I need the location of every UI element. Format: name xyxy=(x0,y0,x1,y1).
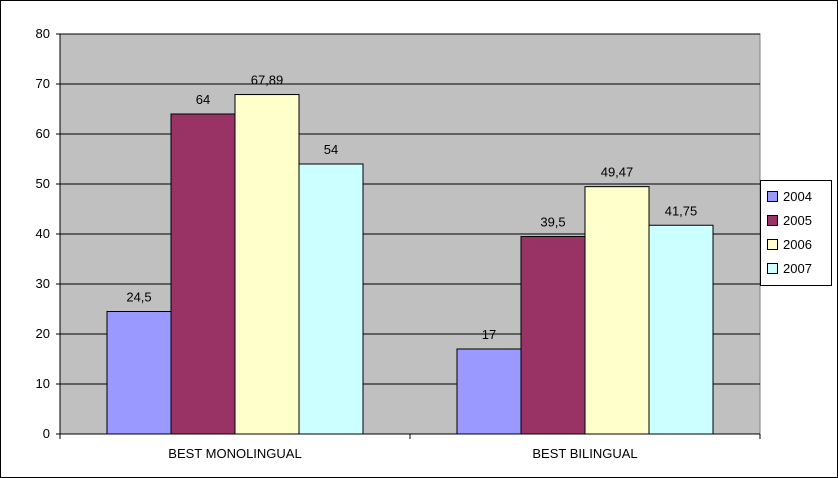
bar-2005 xyxy=(520,236,586,435)
legend-item: 2006 xyxy=(767,232,831,256)
data-label: 41,75 xyxy=(665,203,698,218)
y-tick-label: 70 xyxy=(36,76,50,91)
legend-label: 2007 xyxy=(783,260,812,276)
bars xyxy=(106,94,714,435)
bar-2004 xyxy=(106,311,172,435)
x-category-label: BEST BILINGUAL xyxy=(532,446,637,461)
legend-swatch xyxy=(767,214,778,226)
legend-swatch xyxy=(767,190,778,202)
legend-label: 2006 xyxy=(783,236,812,252)
legend-item: 2005 xyxy=(767,208,831,232)
x-category-label: BEST MONOLINGUAL xyxy=(168,446,301,461)
bar-2007 xyxy=(648,224,714,435)
y-tick-label: 10 xyxy=(36,376,50,391)
axes: 0 10 20 30 40 50 60 70 80 BEST MONOLINGUAL BEST BI… xyxy=(36,26,761,461)
data-label: 67,89 xyxy=(251,73,284,88)
y-tick-label: 30 xyxy=(36,276,50,291)
bar-2005 xyxy=(170,113,236,435)
legend-item: 2004 xyxy=(767,184,831,208)
bar-2004 xyxy=(456,348,522,435)
legend-label: 2005 xyxy=(783,212,812,228)
bar-2007 xyxy=(298,163,364,435)
legend-item: 2007 xyxy=(767,256,831,280)
data-label: 24,5 xyxy=(126,290,151,305)
y-tick-label: 0 xyxy=(43,426,50,441)
legend: 2004 2005 2006 2007 xyxy=(760,180,832,286)
data-label: 49,47 xyxy=(601,165,634,180)
legend-swatch xyxy=(767,262,778,274)
y-tick-label: 60 xyxy=(36,126,50,141)
legend-swatch xyxy=(767,238,778,250)
bar-2006 xyxy=(234,94,300,435)
y-tick-label: 50 xyxy=(36,176,50,191)
data-label: 17 xyxy=(482,327,496,342)
y-tick-label: 20 xyxy=(36,326,50,341)
bar-2006 xyxy=(584,186,650,435)
y-tick-label: 40 xyxy=(36,226,50,241)
y-tick-label: 80 xyxy=(36,26,50,41)
data-label: 64 xyxy=(196,92,210,107)
legend-label: 2004 xyxy=(783,188,812,204)
data-label: 54 xyxy=(324,142,338,157)
data-labels: 24,5 64 67,89 54 17 39,5 49,47 41,75 xyxy=(126,73,697,342)
data-label: 39,5 xyxy=(540,215,565,230)
